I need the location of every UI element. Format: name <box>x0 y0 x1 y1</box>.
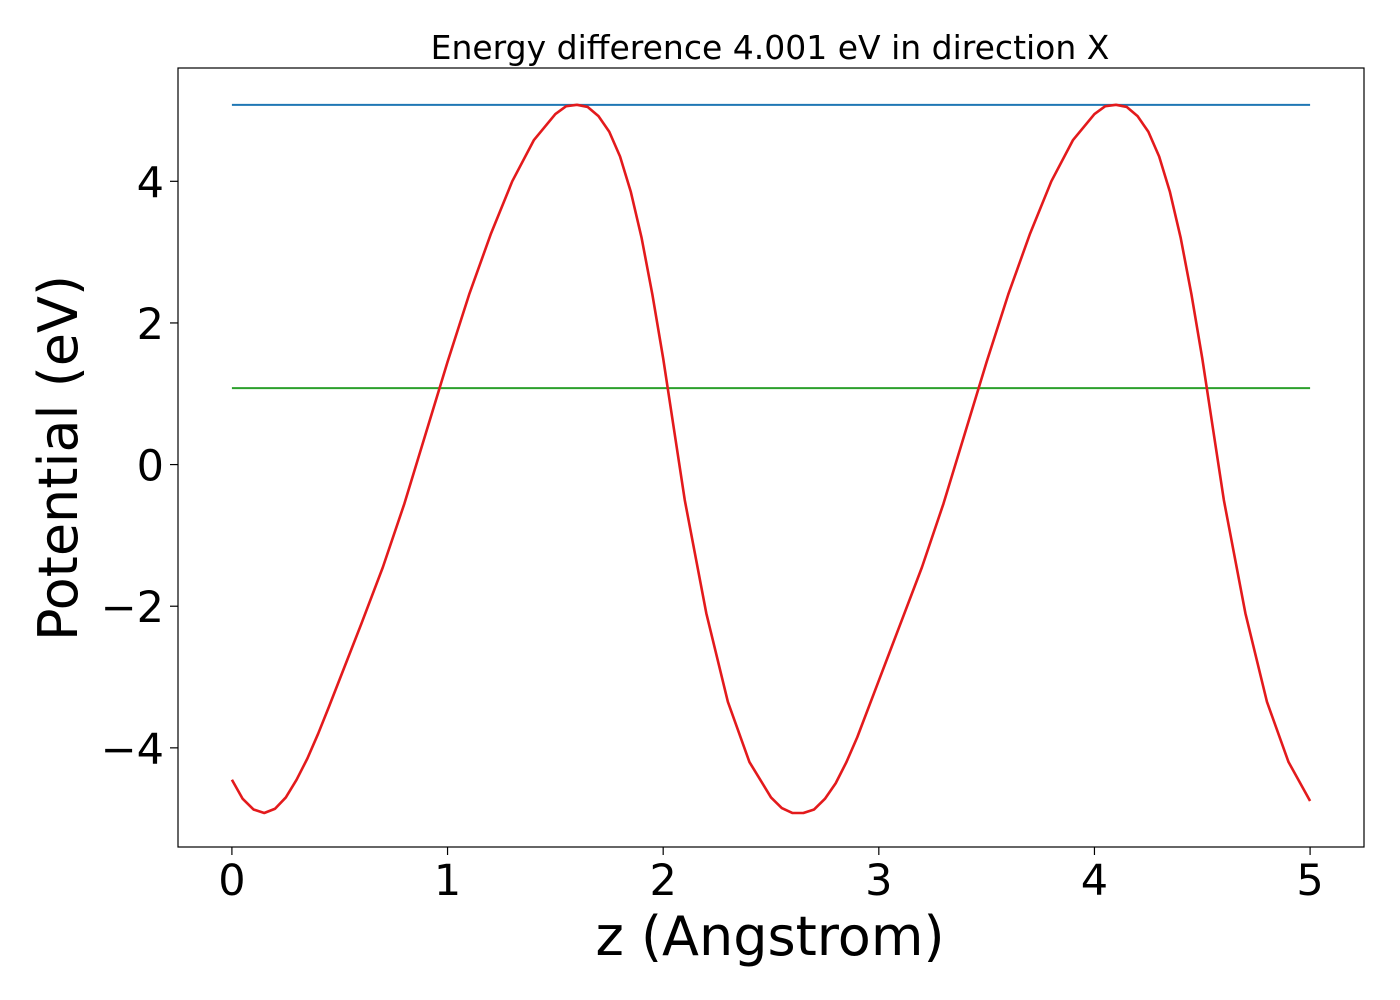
plot-frame <box>177 67 1365 848</box>
x-tick-label: 1 <box>434 856 461 906</box>
y-axis: −4 −2 0 2 4 <box>101 158 178 775</box>
x-tick-label: 2 <box>650 856 677 906</box>
x-axis: 0 1 2 3 4 5 <box>218 847 1324 906</box>
y-tick-label: 0 <box>137 442 164 492</box>
y-tick-label: 4 <box>137 158 164 208</box>
y-tick-label: −2 <box>101 583 164 633</box>
chart-title: Energy difference 4.001 eV in direction … <box>431 28 1110 67</box>
y-axis-label: Potential (eV) <box>27 275 90 641</box>
x-axis-label: z (Angstrom) <box>595 905 944 968</box>
x-tick-label: 4 <box>1081 856 1108 906</box>
x-tick-label: 3 <box>865 856 892 906</box>
y-tick-label: 2 <box>137 300 164 350</box>
y-tick-label: −4 <box>101 725 164 775</box>
x-tick-label: 5 <box>1296 856 1323 906</box>
series-layer <box>230 103 1312 815</box>
x-tick-label: 0 <box>218 856 245 906</box>
series-line-potential <box>230 103 1312 815</box>
